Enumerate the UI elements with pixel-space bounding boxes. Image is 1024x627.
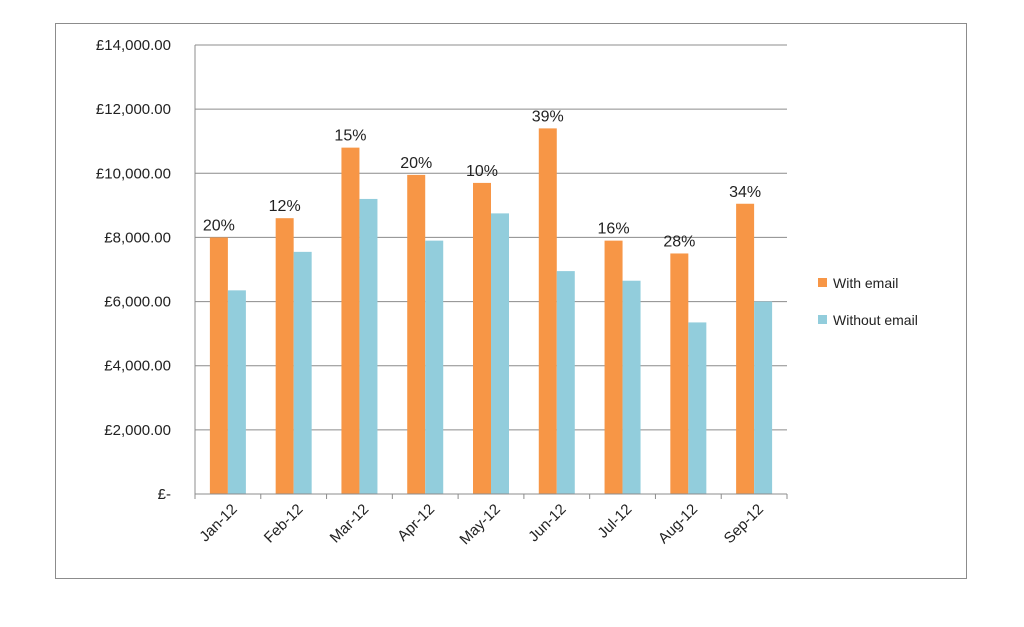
y-tick-label: £12,000.00 bbox=[96, 101, 171, 118]
bar-with-email bbox=[209, 237, 228, 494]
y-tick-label: £8,000.00 bbox=[104, 229, 171, 246]
legend-swatch bbox=[818, 278, 827, 287]
y-tick-label: £10,000.00 bbox=[96, 165, 171, 182]
data-label: 10% bbox=[466, 163, 498, 180]
x-tick-label: Mar-12 bbox=[327, 501, 373, 547]
data-label: 16% bbox=[598, 221, 630, 238]
bar-without-email bbox=[293, 251, 312, 494]
x-tick-label: Feb-12 bbox=[261, 501, 307, 547]
data-label: 28% bbox=[663, 233, 695, 250]
y-tick-label: £- bbox=[158, 486, 171, 503]
bar-chart: £- £2,000.00 £4,000.00 £6,000.00 £8,000.00 £1… bbox=[96, 37, 918, 548]
bars bbox=[209, 128, 773, 494]
x-tick-label: Jan-12 bbox=[196, 501, 240, 545]
y-tick-label: £2,000.00 bbox=[104, 422, 171, 439]
x-tick-label: Sep-12 bbox=[721, 501, 767, 547]
legend-label: Without email bbox=[833, 312, 918, 328]
bar-with-email bbox=[736, 203, 755, 494]
bar-with-email bbox=[473, 182, 491, 494]
data-label: 34% bbox=[729, 184, 761, 201]
bar-without-email bbox=[425, 240, 444, 494]
chart-frame: £- £2,000.00 £4,000.00 £6,000.00 £8,000.00 £1… bbox=[55, 23, 967, 579]
x-tick-label: Apr-12 bbox=[394, 501, 438, 545]
y-tick-label: £4,000.00 bbox=[104, 358, 171, 375]
bar-without-email bbox=[227, 290, 246, 494]
x-tick-label: Jun-12 bbox=[525, 501, 569, 545]
x-tick-labels: Jan-12 Feb-12 Mar-12 Apr-12 May-12 Jun-12 Jul-… bbox=[196, 501, 767, 548]
data-labels: 20% 12% 15% 20% 10% 39% 16% 28% 34% bbox=[203, 108, 761, 250]
x-tick-label: Aug-12 bbox=[655, 501, 701, 547]
data-label: 39% bbox=[532, 108, 564, 125]
y-tick-label: £6,000.00 bbox=[104, 294, 171, 311]
legend: With email Without email bbox=[818, 275, 918, 328]
axes bbox=[194, 45, 788, 499]
data-label: 12% bbox=[269, 198, 301, 215]
data-label: 20% bbox=[203, 217, 235, 234]
bar-without-email bbox=[491, 213, 509, 494]
x-tick-label: Jul-12 bbox=[594, 501, 635, 542]
legend-label: With email bbox=[833, 275, 898, 291]
bar-with-email bbox=[538, 128, 557, 494]
bar-with-email bbox=[275, 218, 294, 494]
bar-with-email bbox=[670, 253, 689, 494]
bar-without-email bbox=[556, 271, 575, 494]
bar-with-email bbox=[341, 147, 360, 494]
bar-without-email bbox=[754, 301, 773, 494]
y-tick-label: £14,000.00 bbox=[96, 37, 171, 54]
bar-with-email bbox=[604, 240, 623, 494]
bar-without-email bbox=[622, 280, 641, 494]
bar-without-email bbox=[359, 198, 378, 494]
bar-without-email bbox=[688, 322, 707, 494]
x-tick-label: May-12 bbox=[456, 501, 503, 548]
data-label: 15% bbox=[334, 128, 366, 145]
legend-swatch bbox=[818, 315, 827, 324]
y-tick-labels: £- £2,000.00 £4,000.00 £6,000.00 £8,000.00 £1… bbox=[96, 37, 171, 503]
data-label: 20% bbox=[400, 155, 432, 172]
bar-with-email bbox=[407, 174, 426, 494]
